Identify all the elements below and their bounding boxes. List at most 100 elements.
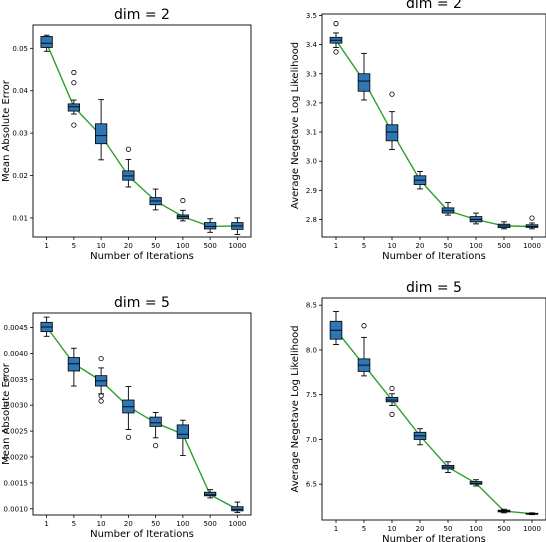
- x-tick-label: 20: [416, 525, 425, 533]
- x-tick-label: 10: [97, 242, 106, 250]
- y-tick-label: 3.5: [306, 12, 317, 20]
- x-tick-label: 50: [444, 242, 453, 250]
- y-tick-label: 2.8: [306, 216, 317, 224]
- iqr-box: [204, 491, 217, 497]
- iqr-box: [204, 222, 217, 230]
- box-500: [497, 221, 511, 230]
- iqr-box: [149, 416, 162, 427]
- x-tick-label: 1000: [228, 520, 246, 528]
- y-axis-label: Mean Absolute Error: [1, 79, 12, 182]
- box-1000: [525, 215, 539, 230]
- box-10: [95, 99, 108, 161]
- median-trend-line: [335, 39, 533, 228]
- x-tick-label: 50: [151, 242, 160, 250]
- box-5: [357, 52, 371, 101]
- outlier-point: [180, 197, 186, 204]
- x-tick-label: 5: [362, 242, 366, 250]
- y-tick-label: 0.02: [12, 172, 28, 180]
- box-10: [95, 355, 108, 404]
- y-tick-label: 0.0020: [4, 453, 29, 461]
- box-1000: [231, 217, 244, 235]
- x-tick-label: 100: [176, 242, 189, 250]
- x-tick-label: 100: [469, 525, 482, 533]
- box-100: [176, 197, 189, 222]
- iqr-box: [67, 357, 80, 372]
- box-5: [67, 69, 80, 128]
- y-tick-label: 3.3: [306, 70, 317, 78]
- x-tick-label: 20: [124, 520, 133, 528]
- x-tick-label: 1000: [228, 242, 246, 250]
- outlier-point: [333, 49, 339, 55]
- y-tick-label: 8.0: [306, 346, 317, 354]
- x-tick-label: 20: [124, 242, 133, 250]
- x-tick-label: 10: [388, 242, 397, 250]
- outlier-point: [529, 215, 535, 221]
- box-5: [357, 323, 371, 377]
- box-500: [204, 489, 217, 499]
- y-tick-label: 3.4: [306, 41, 318, 49]
- box-50: [149, 411, 162, 449]
- outlier-point: [98, 355, 104, 362]
- iqr-box: [40, 36, 53, 48]
- chart-panel-2: dim = 2 Average Negetave Log Likelihood Nu…: [290, 0, 546, 262]
- x-axis-label: Number of Iterations: [382, 251, 486, 262]
- chart-title: dim = 2: [406, 0, 462, 12]
- outlier-point: [71, 69, 77, 76]
- y-tick-label: 0.0035: [4, 376, 29, 384]
- plot-frame: [321, 297, 546, 521]
- y-tick-label: 0.0040: [4, 350, 29, 358]
- x-tick-label: 1: [44, 242, 48, 250]
- outlier-point: [98, 398, 104, 404]
- y-axis-label: Mean Absolute Error: [1, 362, 12, 465]
- y-tick-label: 0.01: [12, 214, 28, 222]
- outlier-point: [71, 80, 77, 86]
- iqr-box: [176, 424, 189, 439]
- y-tick-label: 0.0025: [4, 428, 29, 436]
- box-1: [329, 21, 343, 55]
- x-tick-label: 1: [334, 525, 338, 533]
- box-20: [122, 146, 135, 188]
- x-tick-label: 50: [444, 525, 453, 533]
- iqr-box: [231, 506, 244, 512]
- y-tick-label: 0.0030: [4, 402, 29, 410]
- plot-frame: [32, 312, 252, 516]
- box-1: [329, 310, 343, 345]
- x-axis-label: Number of Iterations: [90, 251, 194, 262]
- x-tick-label: 5: [72, 520, 76, 528]
- y-axis-label: Average Negetave Log Likelihood: [290, 42, 301, 209]
- y-tick-label: 0.04: [12, 87, 28, 95]
- y-tick-label: 3.0: [306, 158, 317, 166]
- median-trend-line: [46, 326, 238, 510]
- outlier-point: [71, 122, 77, 128]
- y-tick-label: 3.1: [306, 129, 317, 137]
- plot-frame: [321, 13, 546, 238]
- box-100: [469, 212, 483, 225]
- chart-title: dim = 2: [114, 7, 170, 23]
- box-10: [385, 385, 399, 417]
- outlier-point: [333, 21, 339, 27]
- y-tick-label: 3.2: [306, 99, 317, 107]
- box-5: [67, 347, 80, 387]
- outlier-point: [125, 146, 131, 152]
- plot-frame: [32, 24, 252, 238]
- x-tick-label: 5: [72, 242, 76, 250]
- x-tick-label: 500: [203, 520, 216, 528]
- y-tick-label: 0.03: [12, 130, 28, 138]
- chart-panel-1: dim = 2 Mean Absolute Error Number of Iter…: [1, 7, 252, 262]
- box-1: [40, 316, 53, 337]
- box-100: [469, 479, 483, 487]
- chart-panel-4: dim = 5 Average Negetave Log Likelihood Nu…: [290, 280, 546, 542]
- x-axis-label: Number of Iterations: [90, 529, 194, 540]
- x-tick-label: 1: [44, 520, 48, 528]
- y-tick-label: 0.0010: [4, 505, 29, 513]
- x-tick-label: 100: [469, 242, 482, 250]
- outlier-point: [125, 434, 131, 440]
- box-20: [413, 428, 427, 446]
- chart-panel-3: dim = 5 Mean Absolute Error Number of Iter…: [1, 295, 252, 540]
- outlier-point: [389, 411, 395, 417]
- chart-title: dim = 5: [406, 280, 462, 296]
- median-trend-line: [335, 329, 533, 515]
- x-tick-label: 500: [497, 242, 510, 250]
- box-500: [497, 508, 511, 514]
